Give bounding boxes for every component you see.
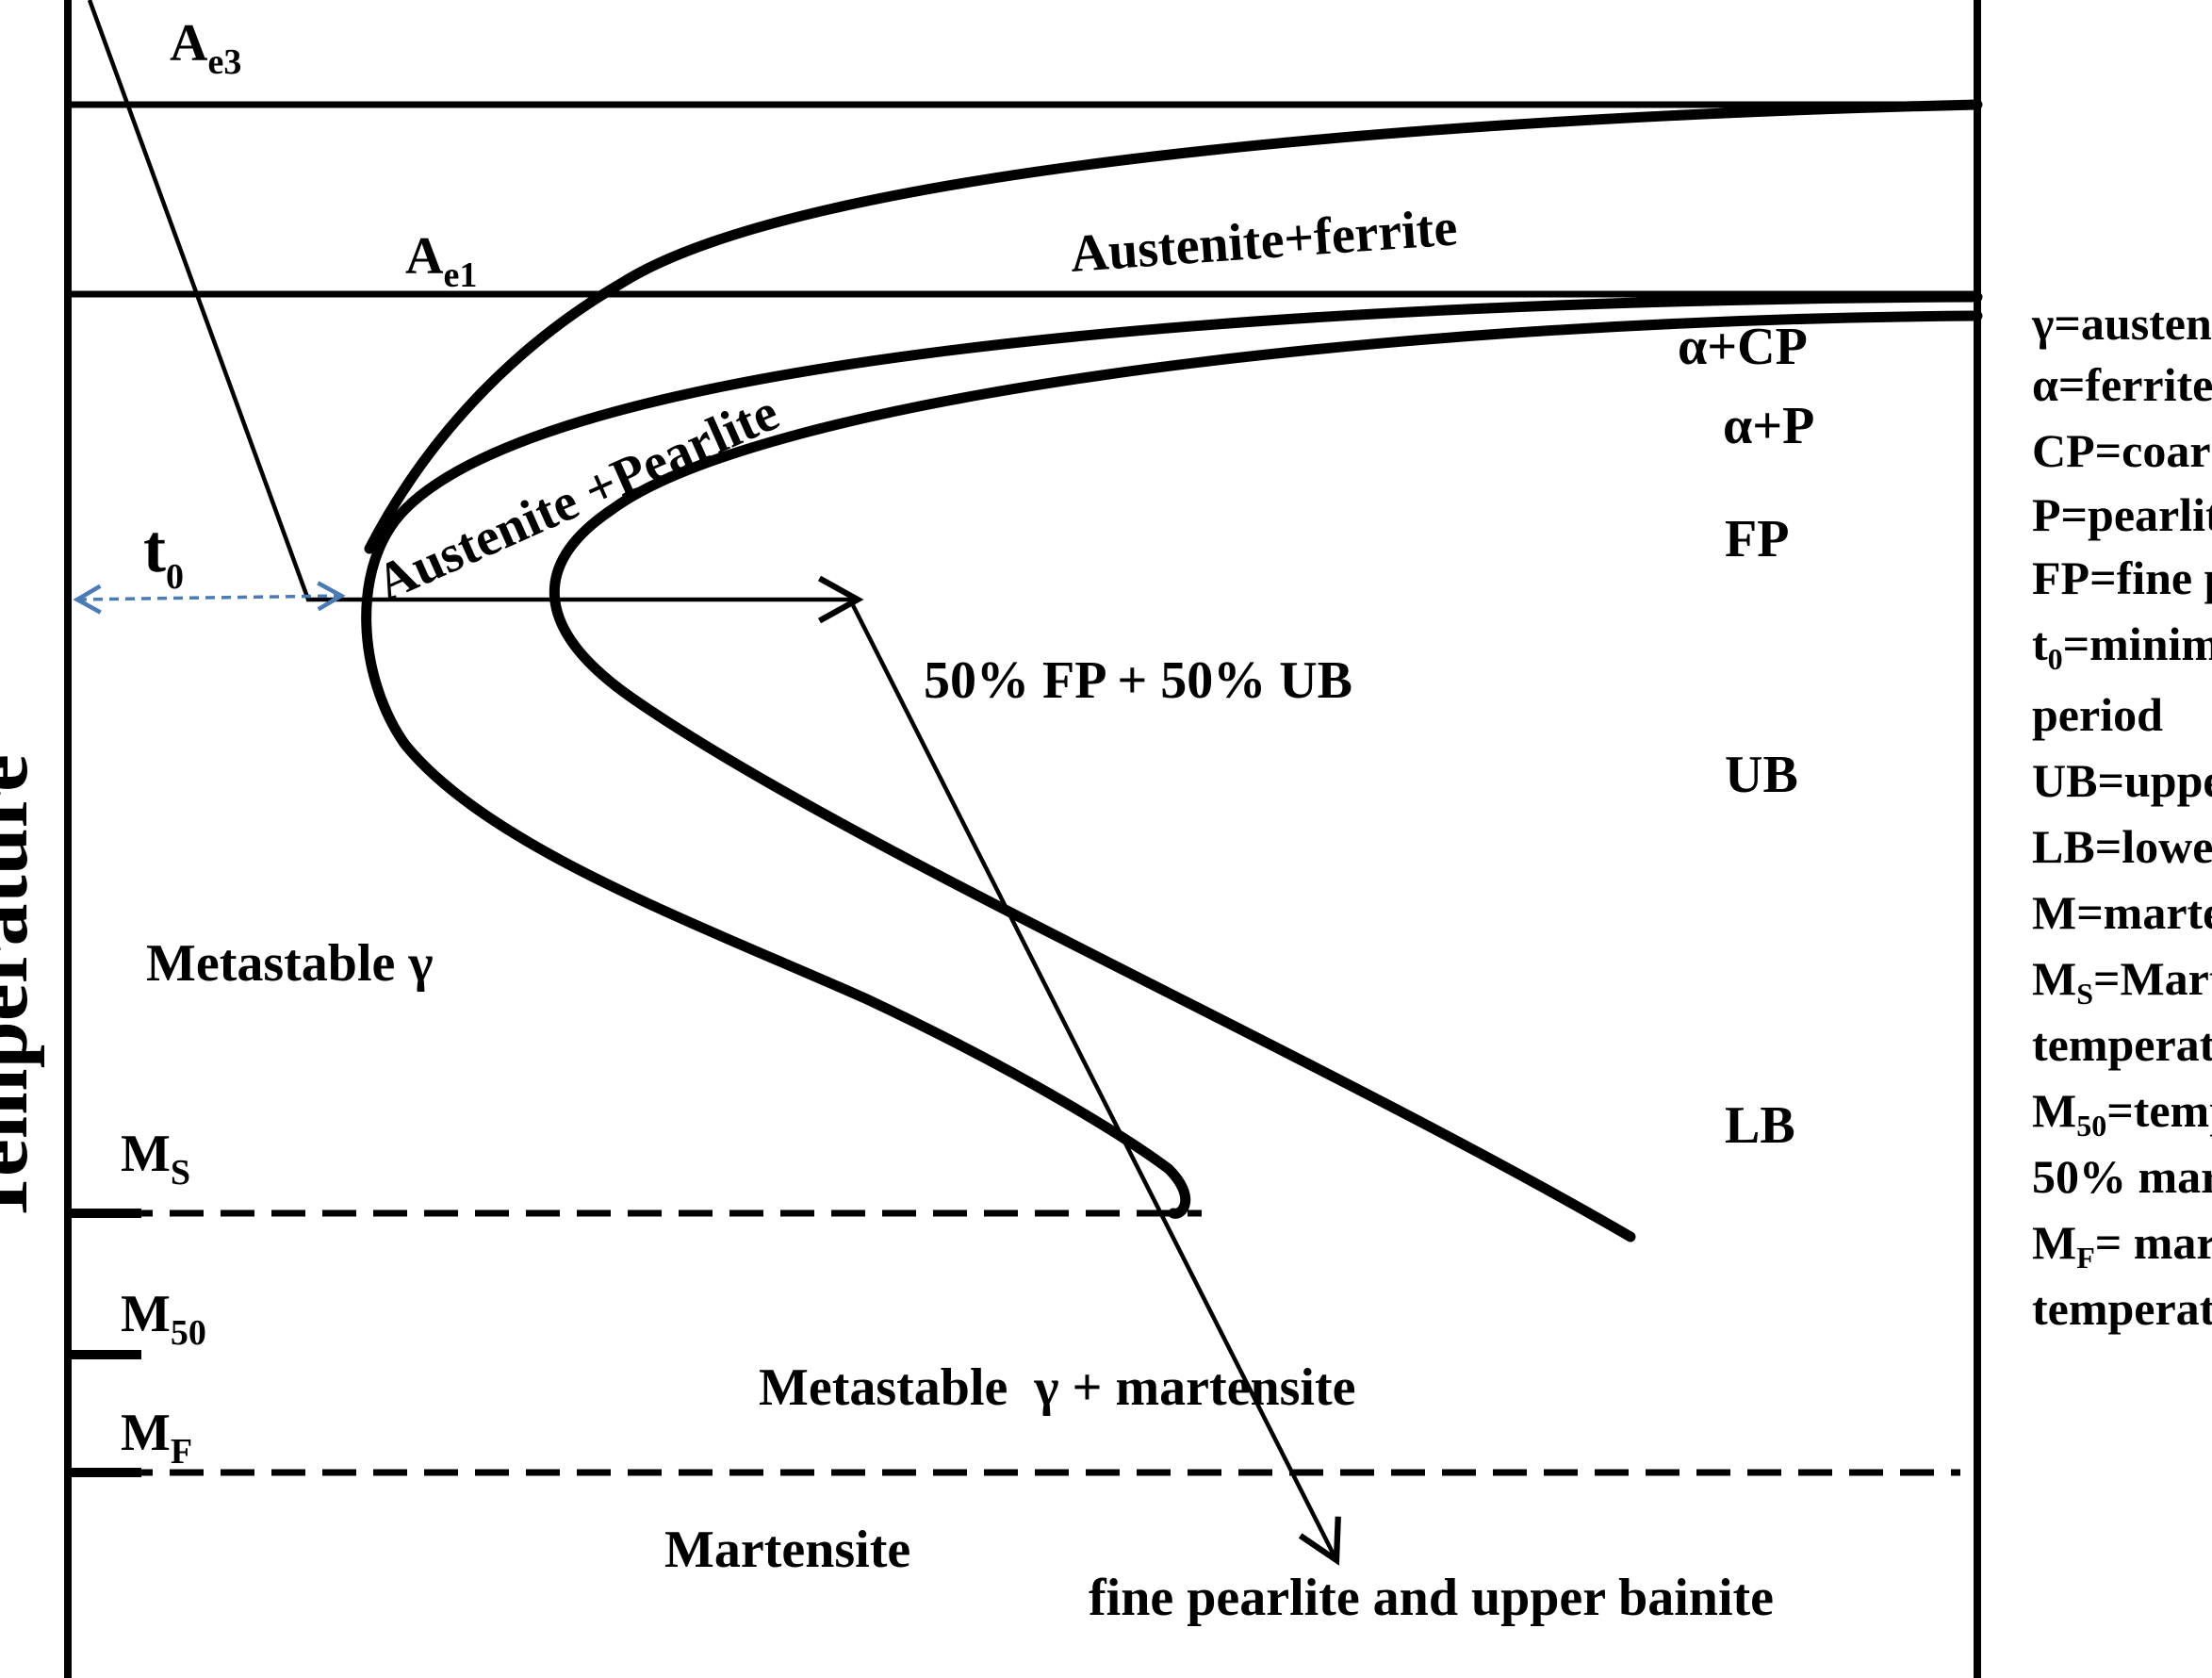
legend-m50-line2: 50% martensite: [2032, 1150, 2212, 1203]
product-ub: UB: [1725, 746, 1798, 804]
legend-m50: M50=temperature for: [2032, 1084, 2212, 1143]
legend-m: M=martensite: [2032, 886, 2212, 939]
region-metastable-gamma: Metastable γ: [146, 934, 434, 993]
legend-ms-line2: temperature: [2032, 1018, 2212, 1071]
annotation-mix: 50% FP + 50% UB: [924, 651, 1352, 710]
region-metastable-gamma-martensite: Metastable γ + martensite: [759, 1358, 1355, 1417]
annotation-result: fine pearlite and upper bainite: [1089, 1569, 1774, 1627]
t0-arrow: [73, 581, 346, 615]
product-fp: FP: [1725, 510, 1789, 568]
product-a-cp: α+CP: [1678, 318, 1808, 376]
legend-alpha: α=ferrite: [2032, 358, 2212, 411]
ms-label: MS: [121, 1125, 190, 1193]
ae3-label: Ae3: [170, 14, 241, 82]
ae1-label: Ae1: [405, 227, 477, 295]
cooling-path: [87, 0, 864, 624]
legend-mf-line2: temperature: [2032, 1282, 2212, 1335]
legend-p: P=pearlite: [2032, 488, 2212, 541]
region-austenite-ferrite: Austenite+ferrite: [1069, 198, 1460, 284]
ferrite-start-curve: [364, 99, 1983, 554]
t0-label: t0: [143, 511, 184, 597]
legend: γ=austenite α=ferrite CP=coarse pearlite…: [2031, 297, 2212, 1335]
product-lb: LB: [1725, 1096, 1795, 1155]
transformation-start-curve: [361, 291, 1983, 1219]
product-a-p: α+P: [1723, 397, 1814, 455]
legend-lb: LB=lower bainite: [2032, 820, 2212, 873]
cooling-path-continuation: [850, 603, 1341, 1566]
legend-t0: t0=minimum incubation: [2032, 617, 2212, 676]
m50-label: M50: [121, 1285, 206, 1353]
legend-ms: MS=Martensite start: [2032, 952, 2212, 1011]
legend-fp: FP=fine pearlite: [2032, 551, 2212, 604]
transformation-finish-curve: [549, 310, 1983, 1242]
mf-label: MF: [121, 1404, 192, 1472]
legend-gamma: γ=austenite: [2031, 297, 2212, 350]
legend-ub: UB=upper bainite: [2032, 754, 2212, 807]
legend-mf: MF= martensite finish: [2032, 1216, 2212, 1275]
legend-cp: CP=coarse pearlite: [2032, 424, 2212, 477]
legend-t0-line2: period: [2032, 688, 2163, 741]
y-axis-title: Temperature: [0, 754, 45, 1226]
region-martensite: Martensite: [664, 1521, 910, 1579]
